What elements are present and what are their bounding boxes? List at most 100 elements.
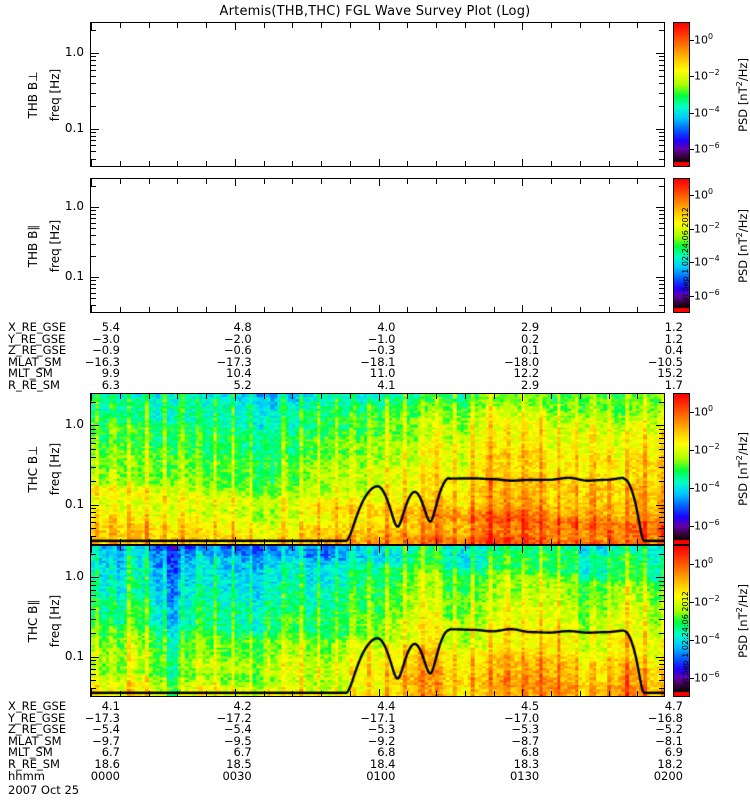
ephemeris-value: 4.7 — [664, 699, 683, 713]
y-axis-tick — [659, 60, 664, 61]
ephemeris-value: −5.2 — [655, 722, 683, 737]
y-axis-tick — [659, 517, 664, 518]
ephemeris-value: 15.2 — [657, 366, 683, 381]
x-axis-tick — [264, 546, 265, 551]
ephemeris-value: 18.3 — [513, 756, 540, 771]
ephemeris-value: −0.3 — [367, 343, 396, 358]
y-axis-tick — [656, 207, 664, 208]
ephemeris-value: 4.0 — [377, 320, 396, 334]
y-axis-tick — [91, 223, 96, 224]
x-axis-tick — [120, 539, 121, 544]
panel-thb-bperp-axis-title: freq [Hz] — [48, 68, 62, 121]
x-axis-tick — [436, 23, 437, 28]
colorbar-tick — [690, 526, 694, 527]
x-axis-tick — [494, 179, 495, 184]
x-axis-tick — [292, 23, 293, 28]
y-axis-tick — [91, 136, 96, 137]
y-axis-tick — [659, 536, 664, 537]
ephemeris-value: 6.8 — [377, 745, 396, 760]
y-axis-tick — [91, 438, 96, 439]
x-axis-tick — [494, 691, 495, 696]
y-axis-tick — [91, 70, 96, 71]
y-axis-tick — [659, 210, 664, 211]
y-axis-tick — [659, 70, 664, 71]
colorbar-tick — [690, 450, 694, 451]
colorbar-thc-bperp — [673, 393, 690, 545]
ephemeris-value: 6.8 — [520, 745, 540, 760]
y-axis-tick — [659, 132, 664, 133]
x-axis-tick — [465, 691, 466, 696]
x-axis-tick — [321, 691, 322, 696]
x-axis-tick — [465, 394, 466, 399]
y-axis-tick — [91, 609, 96, 610]
x-axis-tick — [379, 305, 380, 312]
x-axis-tick — [609, 307, 610, 312]
x-axis-tick — [522, 546, 523, 553]
ephemeris-value: 2.9 — [520, 377, 540, 392]
x-axis-tick — [120, 161, 121, 166]
ephemeris-value: −0.6 — [223, 343, 252, 358]
panel-thc-bperp[interactable] — [90, 393, 665, 545]
x-axis-tick — [494, 546, 495, 551]
ephemeris-value: 10.4 — [226, 366, 252, 381]
panel-thb-bpar-label: THB B∥ — [26, 224, 40, 267]
ephemeris-value: 4.1 — [377, 377, 396, 392]
ephemeris-value: 4.1 — [101, 699, 120, 713]
x-axis-tick — [91, 179, 92, 186]
y-axis-tick — [659, 83, 664, 84]
y-axis-tick — [656, 505, 664, 506]
y-axis-label: 0.1 — [64, 496, 84, 511]
ephemeris-value: −8.7 — [511, 733, 540, 748]
ephemeris-value: −9.5 — [223, 733, 252, 748]
y-axis-tick — [91, 433, 96, 434]
x-axis-tick — [609, 546, 610, 551]
x-axis-tick — [494, 539, 495, 544]
ephemeris-value: 1.7 — [664, 377, 683, 392]
y-axis-tick — [659, 402, 664, 403]
x-axis-tick — [436, 307, 437, 312]
colorbar-tick — [690, 148, 694, 150]
y-axis-label: 1.0 — [64, 45, 84, 60]
panel-thb-bperp[interactable] — [90, 22, 665, 167]
y-axis-tick — [91, 65, 96, 66]
x-axis-tick — [120, 691, 121, 696]
ephemeris-value: −0.9 — [92, 343, 120, 358]
ephemeris-value: 2.9 — [520, 320, 540, 334]
x-axis-tick — [177, 539, 178, 544]
colorbar-tick-label: 100 — [694, 403, 714, 419]
y-axis-tick — [91, 56, 96, 57]
ephemeris-value: 4.8 — [233, 320, 252, 334]
ephemeris-value: −3.0 — [92, 331, 120, 346]
panel-thb-bpar-axis-title: freq [Hz] — [48, 219, 62, 272]
x-axis-tick — [379, 689, 380, 696]
x-axis-tick — [522, 179, 523, 186]
x-axis-tick — [494, 161, 495, 166]
y-axis-tick — [659, 669, 664, 670]
y-axis-tick — [659, 76, 664, 77]
x-axis-tick — [637, 394, 638, 399]
colorbar-title: PSD [nT2/Hz] — [734, 57, 750, 132]
x-axis-tick — [264, 23, 265, 28]
y-axis-tick — [656, 129, 664, 130]
x-axis-tick — [379, 159, 380, 166]
x-axis-tick — [91, 546, 92, 553]
ephemeris-value: −5.3 — [511, 722, 540, 737]
ephemeris-value: −17.2 — [216, 710, 252, 725]
panel-thc-bpar[interactable] — [90, 545, 665, 697]
ephemeris-row-key: Z_RE_GSE — [8, 722, 67, 737]
x-axis-tick — [149, 546, 150, 551]
ephemeris-value: −5.3 — [367, 722, 396, 737]
y-axis-tick — [91, 277, 99, 278]
x-axis-tick — [522, 23, 523, 30]
y-axis-label: 1.0 — [64, 417, 84, 432]
y-axis-tick — [91, 660, 96, 661]
y-axis-tick — [91, 601, 96, 602]
y-axis-tick — [656, 53, 664, 54]
y-axis-tick — [91, 467, 96, 468]
x-axis-tick — [91, 537, 92, 544]
panel-thb-bpar[interactable] — [90, 178, 665, 313]
y-axis-tick — [659, 508, 664, 509]
y-axis-tick — [659, 256, 664, 257]
ephemeris-row-key: Y_RE_GSE — [8, 710, 66, 725]
x-axis-tick — [235, 23, 236, 30]
